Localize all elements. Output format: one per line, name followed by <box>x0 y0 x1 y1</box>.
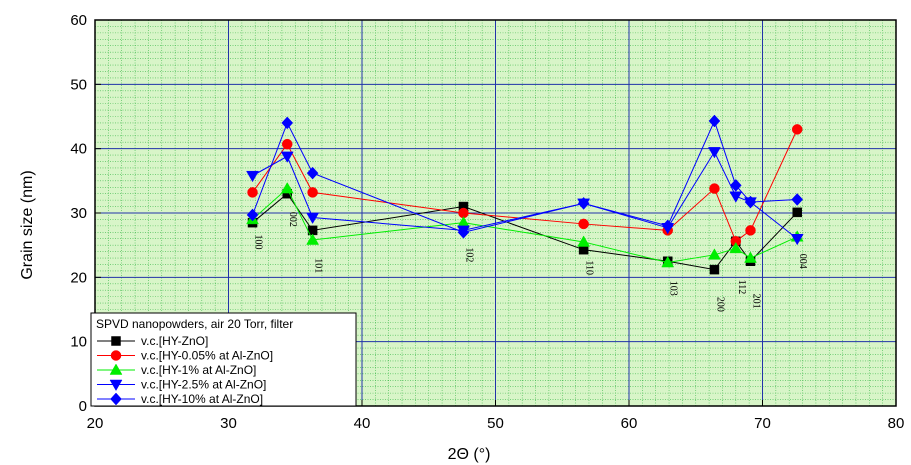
data-point <box>729 178 742 192</box>
series-line <box>252 129 798 243</box>
x-tick-label: 40 <box>354 415 371 432</box>
peak-label: 200 <box>714 297 725 312</box>
y-tick-label: 30 <box>70 205 87 222</box>
data-point <box>578 218 589 230</box>
peak-label: 101 <box>313 258 324 273</box>
series-line <box>252 192 798 271</box>
data-point <box>661 256 675 268</box>
legend-label: v.c.[HY-2.5% at Al-ZnO] <box>141 378 266 392</box>
x-tick-label: 50 <box>487 415 504 432</box>
major-grid <box>95 20 896 406</box>
data-point <box>281 138 293 150</box>
x-tick-label: 60 <box>621 415 638 432</box>
legend-swatch-marker <box>109 363 123 375</box>
legend-box <box>90 312 357 407</box>
data-point <box>744 251 757 263</box>
data-point <box>790 233 804 246</box>
data-point <box>307 187 318 198</box>
data-point <box>708 147 721 159</box>
data-point <box>708 114 721 128</box>
legend: SPVD nanopowders, air 20 Torr, filter v.… <box>90 312 357 407</box>
x-tick-label: 20 <box>87 415 104 432</box>
data-point <box>281 116 294 130</box>
data-point <box>744 195 757 209</box>
data-point <box>246 170 259 183</box>
legend-entry: v.c.[HY-0.05% at Al-ZnO] <box>97 349 273 363</box>
data-point <box>457 225 470 239</box>
legend-label: v.c.[HY-10% at Al-ZnO] <box>141 392 263 406</box>
data-point <box>745 225 756 236</box>
legend-label: v.c.[HY-ZnO] <box>141 334 208 348</box>
peak-label: 100 <box>253 234 264 249</box>
legend-title: SPVD nanopowders, air 20 Torr, filter <box>96 317 293 331</box>
data-point <box>792 207 802 218</box>
data-point <box>306 233 320 245</box>
data-point <box>708 248 721 260</box>
legend-swatch-marker <box>109 379 123 392</box>
legend-entry: v.c.[HY-2.5% at Al-ZnO] <box>97 378 266 392</box>
peak-label: 103 <box>668 281 679 296</box>
series-line <box>252 187 798 264</box>
legend-swatch-marker <box>110 392 122 406</box>
legend-entry: v.c.[HY-1% at Al-ZnO] <box>97 363 256 377</box>
data-point <box>280 151 294 163</box>
series-line <box>252 119 798 233</box>
data-point <box>791 193 804 206</box>
legend-entry: v.c.[HY-10% at Al-ZnO] <box>97 392 263 406</box>
peak-label: 102 <box>463 247 474 262</box>
y-tick-label: 10 <box>70 334 87 351</box>
peak-label: 110 <box>584 260 595 275</box>
legend-entries: v.c.[HY-ZnO]v.c.[HY-0.05% at Al-ZnO]v.c.… <box>97 334 273 406</box>
x-tick-label: 70 <box>754 415 771 432</box>
legend-swatch-marker <box>110 350 122 361</box>
x-axis-label: 2Θ (°) <box>448 446 491 463</box>
peak-label: 201 <box>750 294 761 309</box>
legend-entry: v.c.[HY-ZnO] <box>97 334 208 348</box>
peak-label: 004 <box>797 254 808 269</box>
data-point <box>729 241 743 254</box>
data-point <box>247 187 258 198</box>
data-point <box>306 212 320 225</box>
series-5 <box>246 114 804 239</box>
y-tick-label: 0 <box>79 398 87 415</box>
y-tick-label: 20 <box>70 269 87 286</box>
y-tick-label: 40 <box>70 141 87 158</box>
data-point <box>709 183 720 194</box>
data-point <box>709 264 720 275</box>
x-tick-label: 30 <box>220 415 237 432</box>
peak-label: 002 <box>287 212 298 227</box>
series-2 <box>247 124 803 247</box>
x-tick-label: 80 <box>888 415 905 432</box>
peak-label: 112 <box>736 280 747 295</box>
y-axis-label: Grain size (nm) <box>19 170 36 279</box>
y-tick-label: 60 <box>70 12 87 29</box>
axis-ticks: 20 30 40 50 60 70 80 0 10 20 30 40 50 60 <box>70 12 904 432</box>
legend-label: v.c.[HY-1% at Al-ZnO] <box>141 363 256 377</box>
data-point <box>577 196 590 210</box>
y-tick-label: 50 <box>70 76 87 93</box>
data-point <box>306 166 319 180</box>
legend-label: v.c.[HY-0.05% at Al-ZnO] <box>141 349 273 363</box>
legend-swatch-marker <box>111 336 121 346</box>
series-line <box>252 150 798 240</box>
data-point <box>577 235 591 247</box>
series-layer <box>246 114 804 275</box>
data-point <box>246 208 259 222</box>
data-point <box>729 191 743 203</box>
data-point <box>661 219 674 233</box>
data-point <box>791 124 803 135</box>
data-point <box>280 182 294 194</box>
